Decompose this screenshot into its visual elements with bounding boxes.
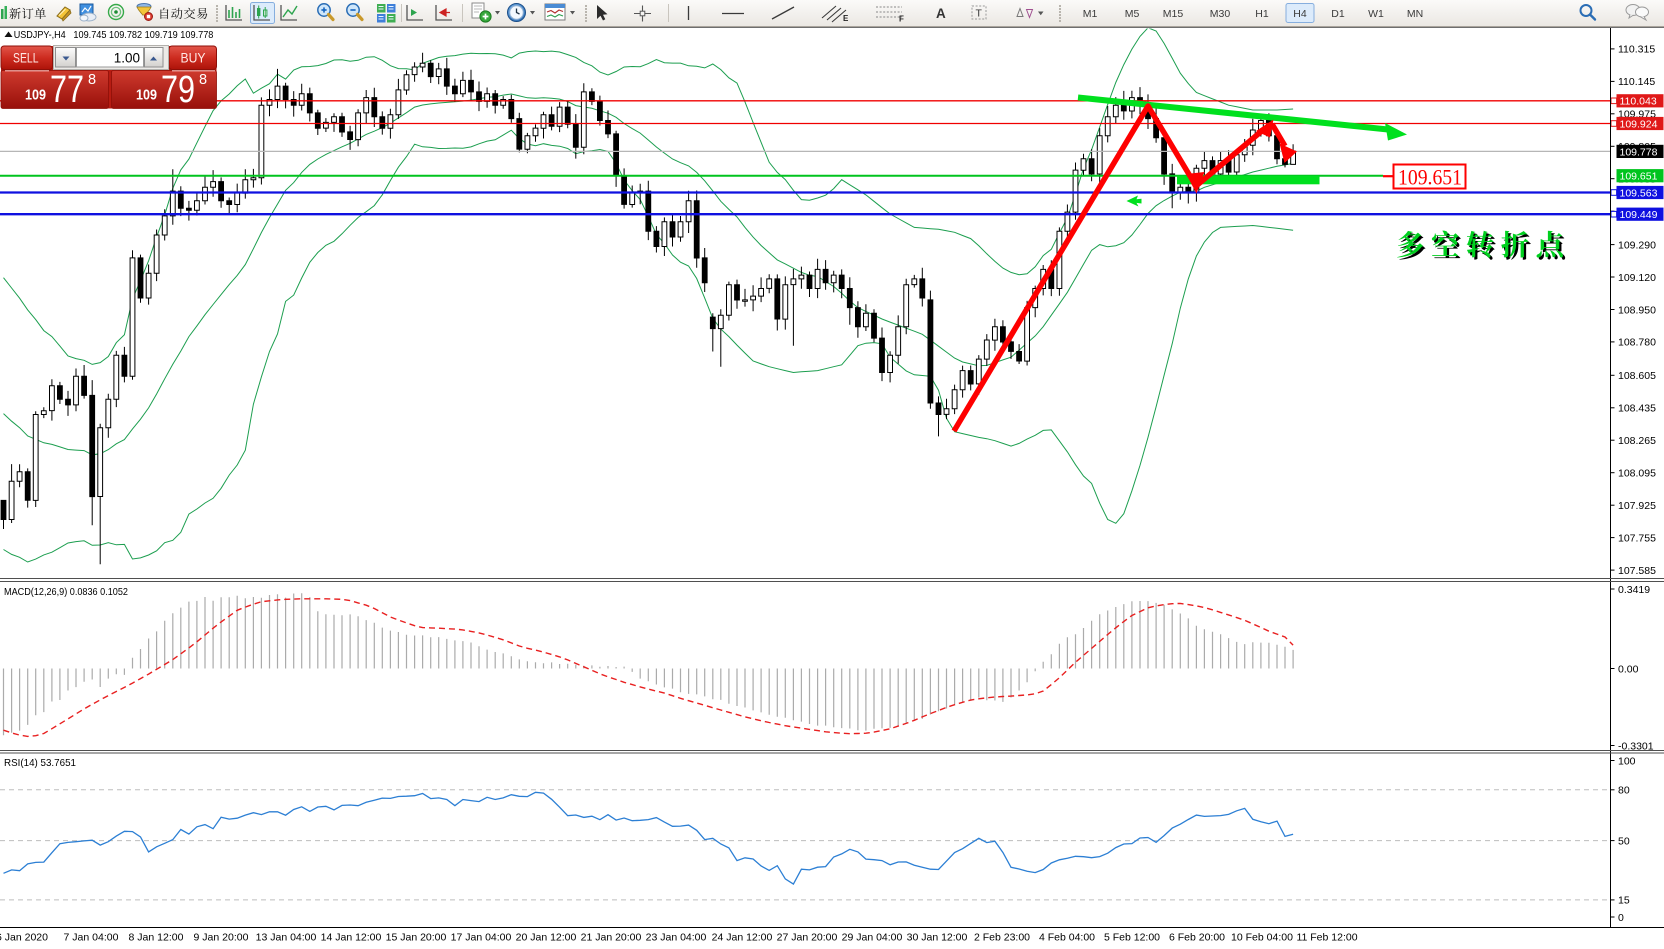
svg-text:9 Jan 20:00: 9 Jan 20:00 <box>194 932 249 944</box>
svg-text:H1: H1 <box>1255 8 1269 20</box>
svg-text:13 Jan 04:00: 13 Jan 04:00 <box>256 932 317 944</box>
svg-text:BUY: BUY <box>181 51 206 66</box>
svg-text:15 Jan 20:00: 15 Jan 20:00 <box>386 932 447 944</box>
svg-text:109.120: 109.120 <box>1618 272 1656 284</box>
svg-text:107.755: 107.755 <box>1618 532 1656 544</box>
svg-text:RSI(14) 53.7651: RSI(14) 53.7651 <box>4 757 76 769</box>
svg-text:11 Feb 12:00: 11 Feb 12:00 <box>1296 932 1357 944</box>
svg-text:H4: H4 <box>1293 8 1307 20</box>
svg-text:109.651: 109.651 <box>1398 165 1462 190</box>
svg-text:USDJPY-,H4: USDJPY-,H4 <box>14 29 66 41</box>
svg-text:30 Jan 12:00: 30 Jan 12:00 <box>907 932 968 944</box>
svg-text:0.00: 0.00 <box>1618 663 1639 675</box>
svg-text:6 Feb 20:00: 6 Feb 20:00 <box>1169 932 1225 944</box>
svg-text:W1: W1 <box>1368 8 1384 20</box>
svg-text:29 Jan 04:00: 29 Jan 04:00 <box>842 932 903 944</box>
svg-text:T: T <box>976 8 983 20</box>
svg-text:1.00: 1.00 <box>114 51 140 66</box>
svg-text:M15: M15 <box>1163 8 1184 20</box>
svg-text:23 Jan 04:00: 23 Jan 04:00 <box>646 932 707 944</box>
svg-text:110.315: 110.315 <box>1618 44 1655 56</box>
svg-text:107.925: 107.925 <box>1618 500 1656 512</box>
svg-text:2 Feb 23:00: 2 Feb 23:00 <box>974 932 1030 944</box>
svg-text:109.745 109.782 109.719 109.77: 109.745 109.782 109.719 109.778 <box>73 29 213 41</box>
svg-text:108.605: 108.605 <box>1618 370 1656 382</box>
svg-text:109.563: 109.563 <box>1620 187 1658 199</box>
svg-text:D1: D1 <box>1331 8 1345 20</box>
svg-text:27 Jan 20:00: 27 Jan 20:00 <box>777 932 838 944</box>
svg-text:-0.3301: -0.3301 <box>1618 740 1654 752</box>
svg-text:80: 80 <box>1618 785 1630 797</box>
svg-text:107.585: 107.585 <box>1618 565 1656 577</box>
svg-text:MN: MN <box>1407 8 1423 20</box>
svg-text:109.924: 109.924 <box>1620 118 1658 130</box>
svg-text:110.043: 110.043 <box>1620 96 1657 108</box>
svg-text:SELL: SELL <box>13 51 39 66</box>
svg-text:M5: M5 <box>1125 8 1140 20</box>
svg-text:5 Feb 12:00: 5 Feb 12:00 <box>1104 932 1160 944</box>
svg-text:6 Jan 2020: 6 Jan 2020 <box>0 932 48 944</box>
svg-text:10 Feb 04:00: 10 Feb 04:00 <box>1231 932 1293 944</box>
svg-text:109: 109 <box>25 88 46 104</box>
svg-text:8: 8 <box>199 72 207 88</box>
svg-text:F: F <box>899 15 904 24</box>
svg-text:50: 50 <box>1618 835 1630 847</box>
svg-text:0.3419: 0.3419 <box>1618 584 1650 596</box>
svg-text:M30: M30 <box>1210 8 1231 20</box>
svg-text:7 Jan 04:00: 7 Jan 04:00 <box>64 932 119 944</box>
svg-text:A: A <box>936 6 946 21</box>
svg-text:21 Jan 20:00: 21 Jan 20:00 <box>581 932 642 944</box>
svg-text:109.778: 109.778 <box>1620 146 1658 158</box>
svg-text:8: 8 <box>88 72 96 88</box>
svg-text:108.950: 108.950 <box>1618 304 1656 316</box>
svg-text:8 Jan 12:00: 8 Jan 12:00 <box>129 932 184 944</box>
svg-text:24 Jan 12:00: 24 Jan 12:00 <box>712 932 773 944</box>
svg-text:109.449: 109.449 <box>1620 209 1658 221</box>
svg-text:110.145: 110.145 <box>1618 76 1655 88</box>
svg-text:100: 100 <box>1618 755 1636 767</box>
svg-text:M1: M1 <box>1083 8 1098 20</box>
svg-text:108.780: 108.780 <box>1618 337 1656 349</box>
svg-text:108.265: 108.265 <box>1618 435 1656 447</box>
svg-text:108.095: 108.095 <box>1618 468 1656 480</box>
svg-text:109: 109 <box>136 88 157 104</box>
svg-text:77: 77 <box>50 69 84 111</box>
svg-text:109.290: 109.290 <box>1618 239 1656 251</box>
svg-text:109.651: 109.651 <box>1620 171 1658 183</box>
svg-text:E: E <box>843 14 849 23</box>
svg-text:15: 15 <box>1618 895 1630 907</box>
svg-text:79: 79 <box>161 69 195 111</box>
svg-text:20 Jan 12:00: 20 Jan 12:00 <box>516 932 577 944</box>
svg-text:14 Jan 12:00: 14 Jan 12:00 <box>321 932 382 944</box>
svg-text:108.435: 108.435 <box>1618 403 1656 415</box>
svg-text:0: 0 <box>1618 912 1624 924</box>
svg-text:4 Feb 04:00: 4 Feb 04:00 <box>1039 932 1095 944</box>
svg-text:17 Jan 04:00: 17 Jan 04:00 <box>451 932 512 944</box>
svg-text:MACD(12,26,9) 0.0836 0.1052: MACD(12,26,9) 0.0836 0.1052 <box>4 586 128 598</box>
